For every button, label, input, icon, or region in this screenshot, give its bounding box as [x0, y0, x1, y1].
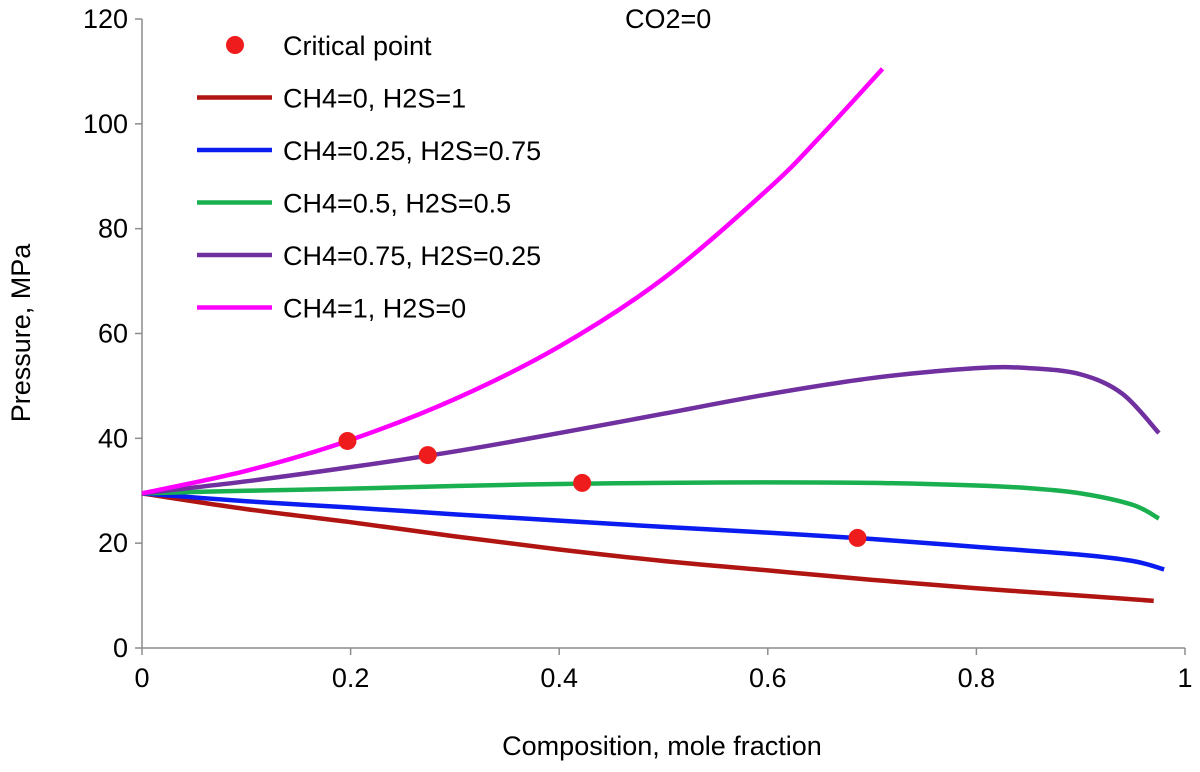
y-tick-label: 20 [98, 528, 128, 558]
legend: Critical point CH4=0, H2S=1 CH4=0.25, H2S=… [197, 31, 541, 324]
y-axis-title: Pressure, MPa [6, 243, 36, 423]
legend-label-critical-point: Critical point [283, 31, 432, 61]
axes: 0 20 40 60 80 100 120 0 0.2 0.4 0.6 0.8 1 [83, 4, 1193, 693]
y-tick-label: 60 [98, 319, 128, 349]
x-tick-label: 0 [134, 663, 149, 693]
legend-label-1: CH4=0, H2S=1 [283, 84, 466, 114]
x-tick-label: 0.2 [332, 663, 370, 693]
series-line-3 [141, 480, 1161, 521]
y-tick-label: 0 [113, 633, 128, 663]
series-line-1 [141, 491, 1154, 604]
legend-label-4: CH4=0.75, H2S=0.25 [283, 241, 541, 271]
series-line-2 [141, 491, 1165, 572]
series-line-5 [141, 67, 885, 496]
y-tick-label: 40 [98, 423, 128, 453]
series-line-4 [141, 364, 1161, 496]
series-layer [141, 67, 1165, 604]
legend-marker-critical-point [226, 36, 244, 54]
x-tick-label: 0.8 [958, 663, 996, 693]
x-tick-label: 0.4 [540, 663, 578, 693]
x-tick-label: 1 [1177, 663, 1192, 693]
annotation-co2: CO2=0 [625, 4, 711, 34]
legend-label-2: CH4=0.25, H2S=0.75 [283, 136, 541, 166]
critical-point-1 [338, 431, 357, 450]
critical-point-3 [573, 473, 592, 492]
critical-point-2 [418, 446, 437, 465]
y-tick-label: 120 [83, 4, 128, 34]
critical-points-layer [338, 431, 867, 547]
y-tick-label: 80 [98, 214, 128, 244]
y-tick-label: 100 [83, 109, 128, 139]
legend-label-5: CH4=1, H2S=0 [283, 294, 466, 324]
legend-label-3: CH4=0.5, H2S=0.5 [283, 189, 511, 219]
x-tick-label: 0.6 [749, 663, 787, 693]
x-axis-title: Composition, mole fraction [502, 731, 822, 761]
critical-point-4 [848, 528, 867, 547]
